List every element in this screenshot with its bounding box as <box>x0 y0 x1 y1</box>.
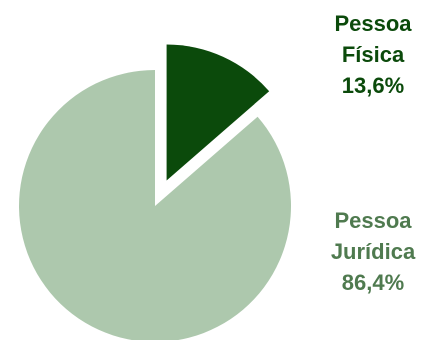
slice-value-pessoa-fisica: 13,6% <box>341 73 405 98</box>
slice-label-pessoa-juridica-line2: Jurídica <box>330 239 416 264</box>
slice-value-pessoa-juridica: 86,4% <box>341 270 405 295</box>
pie-slice-pessoa-juridica <box>19 70 291 340</box>
slice-label-pessoa-fisica-line2: Física <box>341 42 405 67</box>
slice-label-pessoa-juridica-line1: Pessoa <box>334 208 412 233</box>
slice-label-pessoa-fisica-line1: Pessoa <box>334 11 412 36</box>
slice-label-pessoa-juridica: Pessoa Jurídica 86,4% <box>308 205 438 298</box>
slice-label-pessoa-fisica: Pessoa Física 13,6% <box>308 8 438 101</box>
pie-slice-pessoa-fisica <box>166 44 270 181</box>
